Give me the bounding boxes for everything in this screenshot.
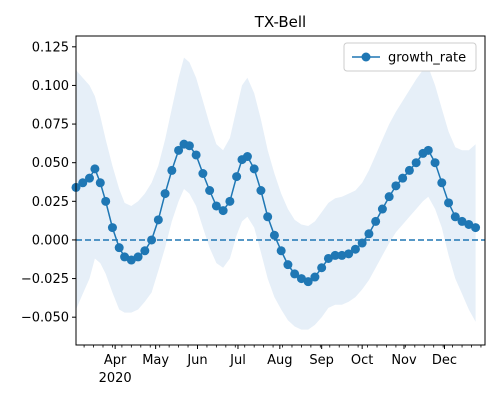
data-point [350, 244, 360, 254]
data-point [153, 215, 163, 225]
x-tick-label: Jul [229, 353, 246, 368]
data-point [174, 145, 184, 155]
data-point [114, 243, 124, 253]
data-point [95, 178, 105, 188]
data-point [317, 263, 327, 273]
data-point [107, 223, 117, 233]
data-point [256, 186, 266, 195]
data-point [218, 206, 228, 216]
data-point [133, 252, 143, 262]
y-axis: −0.050 −0.025 0.000 0.025 0.050 0.075 0.100 0.1… [21, 40, 76, 326]
data-point [457, 216, 467, 226]
y-tick-label: −0.025 [21, 272, 69, 287]
data-point [310, 272, 320, 282]
data-point [205, 186, 215, 195]
legend: growth_rate [343, 42, 477, 72]
data-point [330, 250, 340, 260]
data-point [283, 260, 293, 270]
y-tick-label: 0.000 [32, 233, 69, 248]
data-point [471, 223, 481, 233]
data-point [464, 219, 474, 229]
y-tick-label: 0.050 [32, 156, 69, 171]
x-tick-label: May [142, 353, 169, 368]
data-point [232, 172, 242, 182]
confidence-band-layer [76, 57, 476, 330]
y-tick-label: 0.025 [32, 195, 69, 210]
data-point [391, 181, 401, 191]
x-tick-label: Jun [186, 353, 207, 368]
data-point [384, 192, 394, 202]
data-point [323, 253, 333, 263]
data-point [147, 235, 157, 245]
data-point [344, 249, 354, 259]
data-point [242, 152, 252, 162]
series-marker-layer [71, 139, 481, 287]
x-axis-year-label: 2020 [99, 371, 132, 386]
data-point [184, 141, 194, 151]
confidence-band [76, 57, 476, 330]
axes-frame [75, 35, 486, 346]
data-point [167, 165, 177, 175]
x-tick-label: Nov [391, 353, 417, 368]
data-point [90, 164, 100, 174]
legend-marker [361, 52, 371, 62]
data-point [140, 246, 150, 256]
data-point [191, 150, 201, 160]
data-point [303, 277, 313, 287]
data-point [78, 178, 88, 188]
data-point [249, 164, 259, 174]
data-point [276, 246, 286, 256]
data-point [357, 238, 367, 248]
data-point [423, 145, 433, 155]
data-point [398, 173, 408, 183]
data-point [120, 252, 130, 262]
data-point [404, 165, 414, 175]
x-tick-label: Oct [351, 353, 373, 368]
data-point [126, 255, 136, 265]
data-point [444, 198, 454, 208]
data-point [411, 158, 421, 168]
data-point [364, 229, 374, 239]
x-tick-label: Apr [104, 353, 127, 368]
data-point [450, 212, 460, 222]
legend-box [343, 42, 477, 72]
data-point [225, 196, 235, 206]
x-tick-label: Sep [309, 353, 334, 368]
data-point [337, 250, 347, 260]
data-point [437, 178, 447, 188]
data-point [269, 230, 279, 240]
data-point [290, 269, 300, 279]
x-axis: Apr May Jun Jul Aug Sep Oct Nov Dec [83, 345, 482, 368]
y-tick-label: −0.050 [21, 311, 69, 326]
data-point [371, 216, 381, 226]
legend-label: growth_rate [388, 51, 466, 66]
data-point [296, 274, 306, 284]
data-point [377, 204, 387, 214]
data-point [84, 173, 94, 183]
data-point [430, 158, 440, 168]
data-point [198, 169, 208, 179]
data-point [101, 196, 111, 206]
data-point [211, 201, 221, 211]
y-tick-label: 0.075 [32, 118, 69, 133]
data-point [263, 212, 273, 222]
x-tick-label: Aug [267, 353, 292, 368]
y-tick-label: 0.100 [32, 79, 69, 94]
data-point [160, 189, 170, 199]
y-tick-label: 0.125 [32, 40, 69, 55]
x-tick-label: Dec [432, 353, 457, 368]
chart-title: TX-Bell [254, 13, 306, 31]
